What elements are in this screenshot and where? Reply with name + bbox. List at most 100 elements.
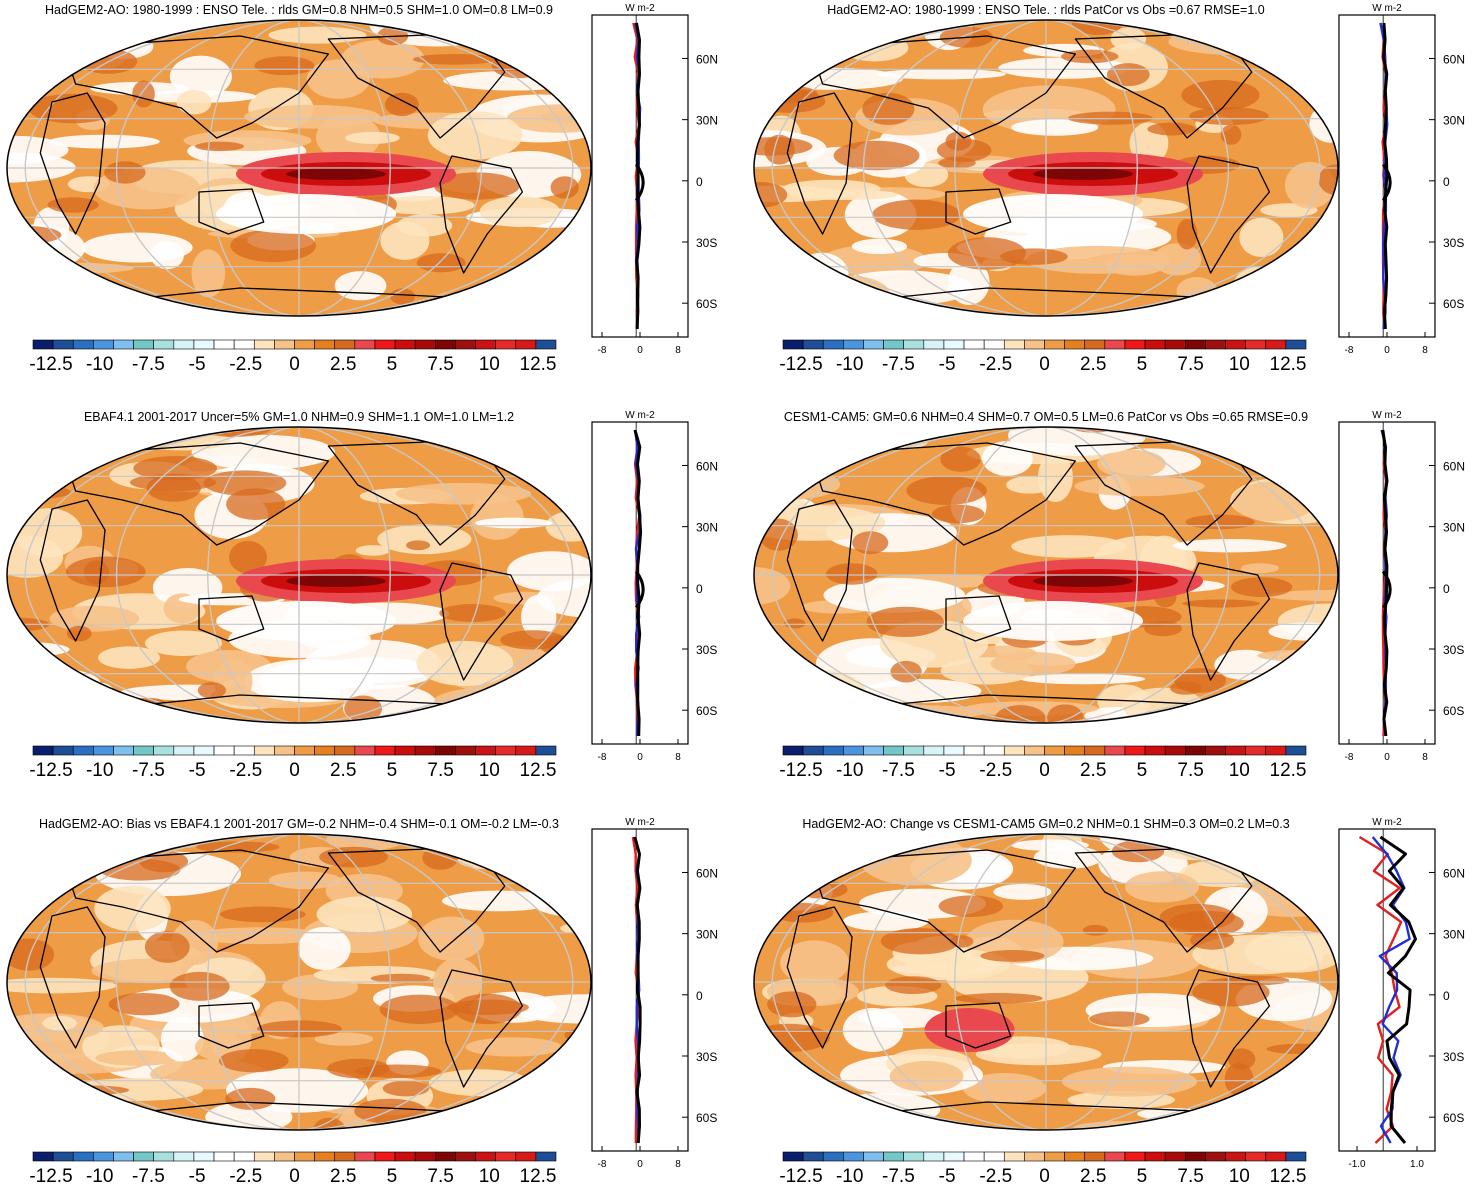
field-blob — [990, 651, 1076, 676]
field-blob — [754, 834, 799, 871]
zonal-enso-bump — [1381, 570, 1392, 609]
colorbar-swatch — [113, 339, 134, 350]
field-blob — [16, 254, 61, 281]
colorbar-swatch — [843, 745, 864, 756]
colorbar-swatch — [93, 1151, 114, 1162]
panel-title: HadGEM2-AO: Bias vs EBAF4.1 2001-2017 GM… — [38, 817, 559, 831]
field-blob — [390, 288, 416, 305]
field-blob — [326, 834, 405, 851]
field-blob — [872, 199, 961, 230]
colorbar-label: -10 — [836, 760, 863, 781]
map-panel-4 — [753, 426, 1339, 724]
colorbar-label: 5 — [1137, 1166, 1148, 1187]
colorbar-swatch — [1024, 339, 1045, 350]
meridian-line — [954, 20, 1138, 316]
field-blob — [534, 693, 574, 723]
colorbar-swatch — [1285, 1151, 1307, 1162]
field-blob — [412, 53, 497, 65]
field-blob — [133, 456, 218, 481]
colorbar-swatch — [923, 745, 945, 756]
colorbar-label: 10 — [479, 354, 500, 375]
field-blob — [395, 482, 532, 505]
colorbar-swatch — [1124, 745, 1146, 756]
zonal-mean-panel-1: W m-2 60N 30N 0 30S 60S -8 0 8 — [591, 3, 718, 356]
zonal-series-model — [1382, 22, 1389, 330]
colorbar-label: 10 — [1229, 760, 1250, 781]
field-blob — [229, 540, 268, 574]
zonal-lat-label: 0 — [696, 582, 703, 596]
colorbar-swatch — [294, 1151, 315, 1162]
field-blob — [886, 948, 1011, 981]
colorbar-swatch — [354, 1151, 376, 1162]
colorbar-swatch — [782, 1151, 804, 1162]
colorbar-swatch — [883, 1151, 904, 1162]
colorbar-swatch — [414, 339, 436, 350]
continent-outline — [945, 1002, 1012, 1049]
zonal-enso-bump — [1381, 163, 1392, 202]
map-panel-6 — [753, 833, 1339, 1131]
field-blob — [314, 1032, 374, 1046]
field-blob — [7, 706, 82, 723]
colorbar-label: -12.5 — [29, 1166, 72, 1187]
field-blob — [218, 1049, 289, 1073]
colorbar-label: 0 — [289, 354, 300, 375]
field-blob — [1247, 1085, 1338, 1110]
field-blob — [7, 282, 104, 308]
colorbar-swatch — [983, 339, 1005, 350]
field-blob — [1161, 844, 1235, 861]
field-blob — [169, 971, 230, 1001]
colorbar-label: 0 — [1039, 760, 1050, 781]
zonal-x-label: -8 — [1345, 345, 1354, 356]
colorbar-swatch — [113, 745, 134, 756]
field-blob — [132, 80, 155, 108]
field-blob — [993, 883, 1052, 900]
colorbar-swatch — [1144, 745, 1166, 756]
colorbar-label: -7.5 — [882, 354, 915, 375]
colorbar-label: -5 — [189, 354, 206, 375]
colorbar-swatch — [1225, 1151, 1246, 1162]
enso-peak — [286, 168, 387, 180]
field-blob — [764, 134, 795, 165]
zonal-x-label: -1.0 — [1348, 1159, 1366, 1170]
field-blob — [461, 708, 519, 723]
colorbar-swatch — [93, 745, 114, 756]
colorbar-swatch — [822, 339, 844, 350]
zonal-units: W m-2 — [1372, 817, 1402, 828]
colorbar-label: -10 — [86, 354, 113, 375]
field-blob — [754, 834, 891, 849]
colorbar-swatch — [374, 339, 396, 350]
field-blob — [536, 578, 591, 618]
field-blob — [176, 89, 212, 115]
colorbar-label: 5 — [387, 354, 398, 375]
colorbar-label: 10 — [1229, 1166, 1250, 1187]
field-blob — [455, 845, 519, 870]
field-blob — [1033, 845, 1103, 869]
colorbar-label: 2.5 — [1080, 1166, 1106, 1187]
zonal-enso-bump — [634, 570, 645, 609]
colorbar-swatch — [923, 1151, 945, 1162]
colorbar-swatch — [983, 745, 1005, 756]
south-pacific-low — [216, 194, 397, 234]
field-blob — [195, 141, 244, 152]
field-blob — [500, 630, 566, 650]
zonal-lat-label: 60S — [1443, 704, 1464, 718]
zonal-series-model — [1379, 835, 1417, 1144]
field-blob — [334, 271, 387, 301]
field-blob — [1293, 707, 1338, 723]
field-blob — [258, 662, 350, 701]
zonal-lat-label: 60S — [1443, 1111, 1464, 1125]
field-blob — [1208, 286, 1293, 316]
colorbar-swatch — [32, 1151, 54, 1162]
zonal-frame — [591, 421, 689, 745]
colorbar-swatch — [1265, 745, 1287, 756]
map-border — [753, 426, 1339, 724]
colorbar-swatch — [495, 339, 517, 350]
continent-outline — [810, 35, 1077, 139]
field-blob — [994, 705, 1047, 723]
colorbar-swatch — [455, 339, 476, 350]
colorbar-swatch — [213, 745, 235, 756]
colorbar-swatch — [515, 339, 537, 350]
continent-outline — [945, 188, 1012, 235]
field-blob — [938, 895, 1004, 917]
field-blob — [799, 275, 890, 313]
